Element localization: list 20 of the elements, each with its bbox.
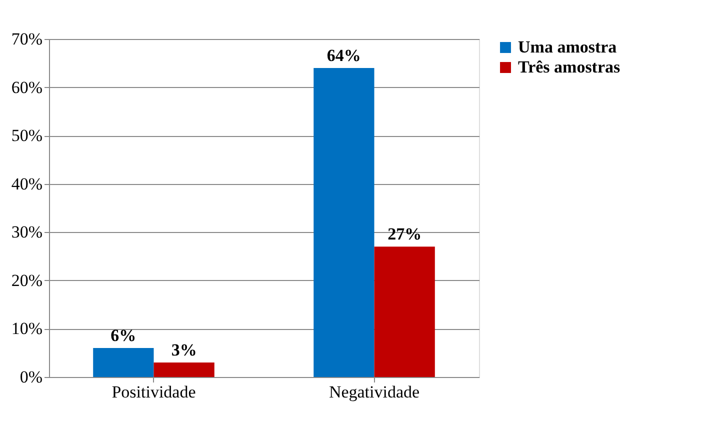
- y-tick-label: 40%: [11, 174, 42, 194]
- bar: [93, 348, 154, 377]
- bar: [374, 246, 435, 377]
- data-label: 3%: [171, 340, 197, 360]
- legend-label: Três amostras: [518, 58, 621, 76]
- bar: [314, 68, 374, 377]
- y-tick-label: 20%: [11, 270, 42, 290]
- data-label: 64%: [326, 46, 361, 65]
- legend-label: Uma amostra: [518, 38, 618, 56]
- y-tick-label: 0%: [20, 368, 42, 386]
- y-tick-label: 50%: [11, 126, 42, 146]
- y-tick-label: 60%: [11, 78, 42, 97]
- x-tick-label: Negatividade: [328, 382, 420, 402]
- y-tick-label: 70%: [11, 30, 42, 48]
- y-tick-label: 10%: [11, 319, 42, 338]
- data-label: 27%: [388, 224, 422, 244]
- bar: [154, 362, 214, 377]
- x-tick-label: Positividade: [112, 382, 196, 402]
- y-tick-label: 30%: [11, 222, 42, 242]
- data-label: 6%: [110, 326, 136, 346]
